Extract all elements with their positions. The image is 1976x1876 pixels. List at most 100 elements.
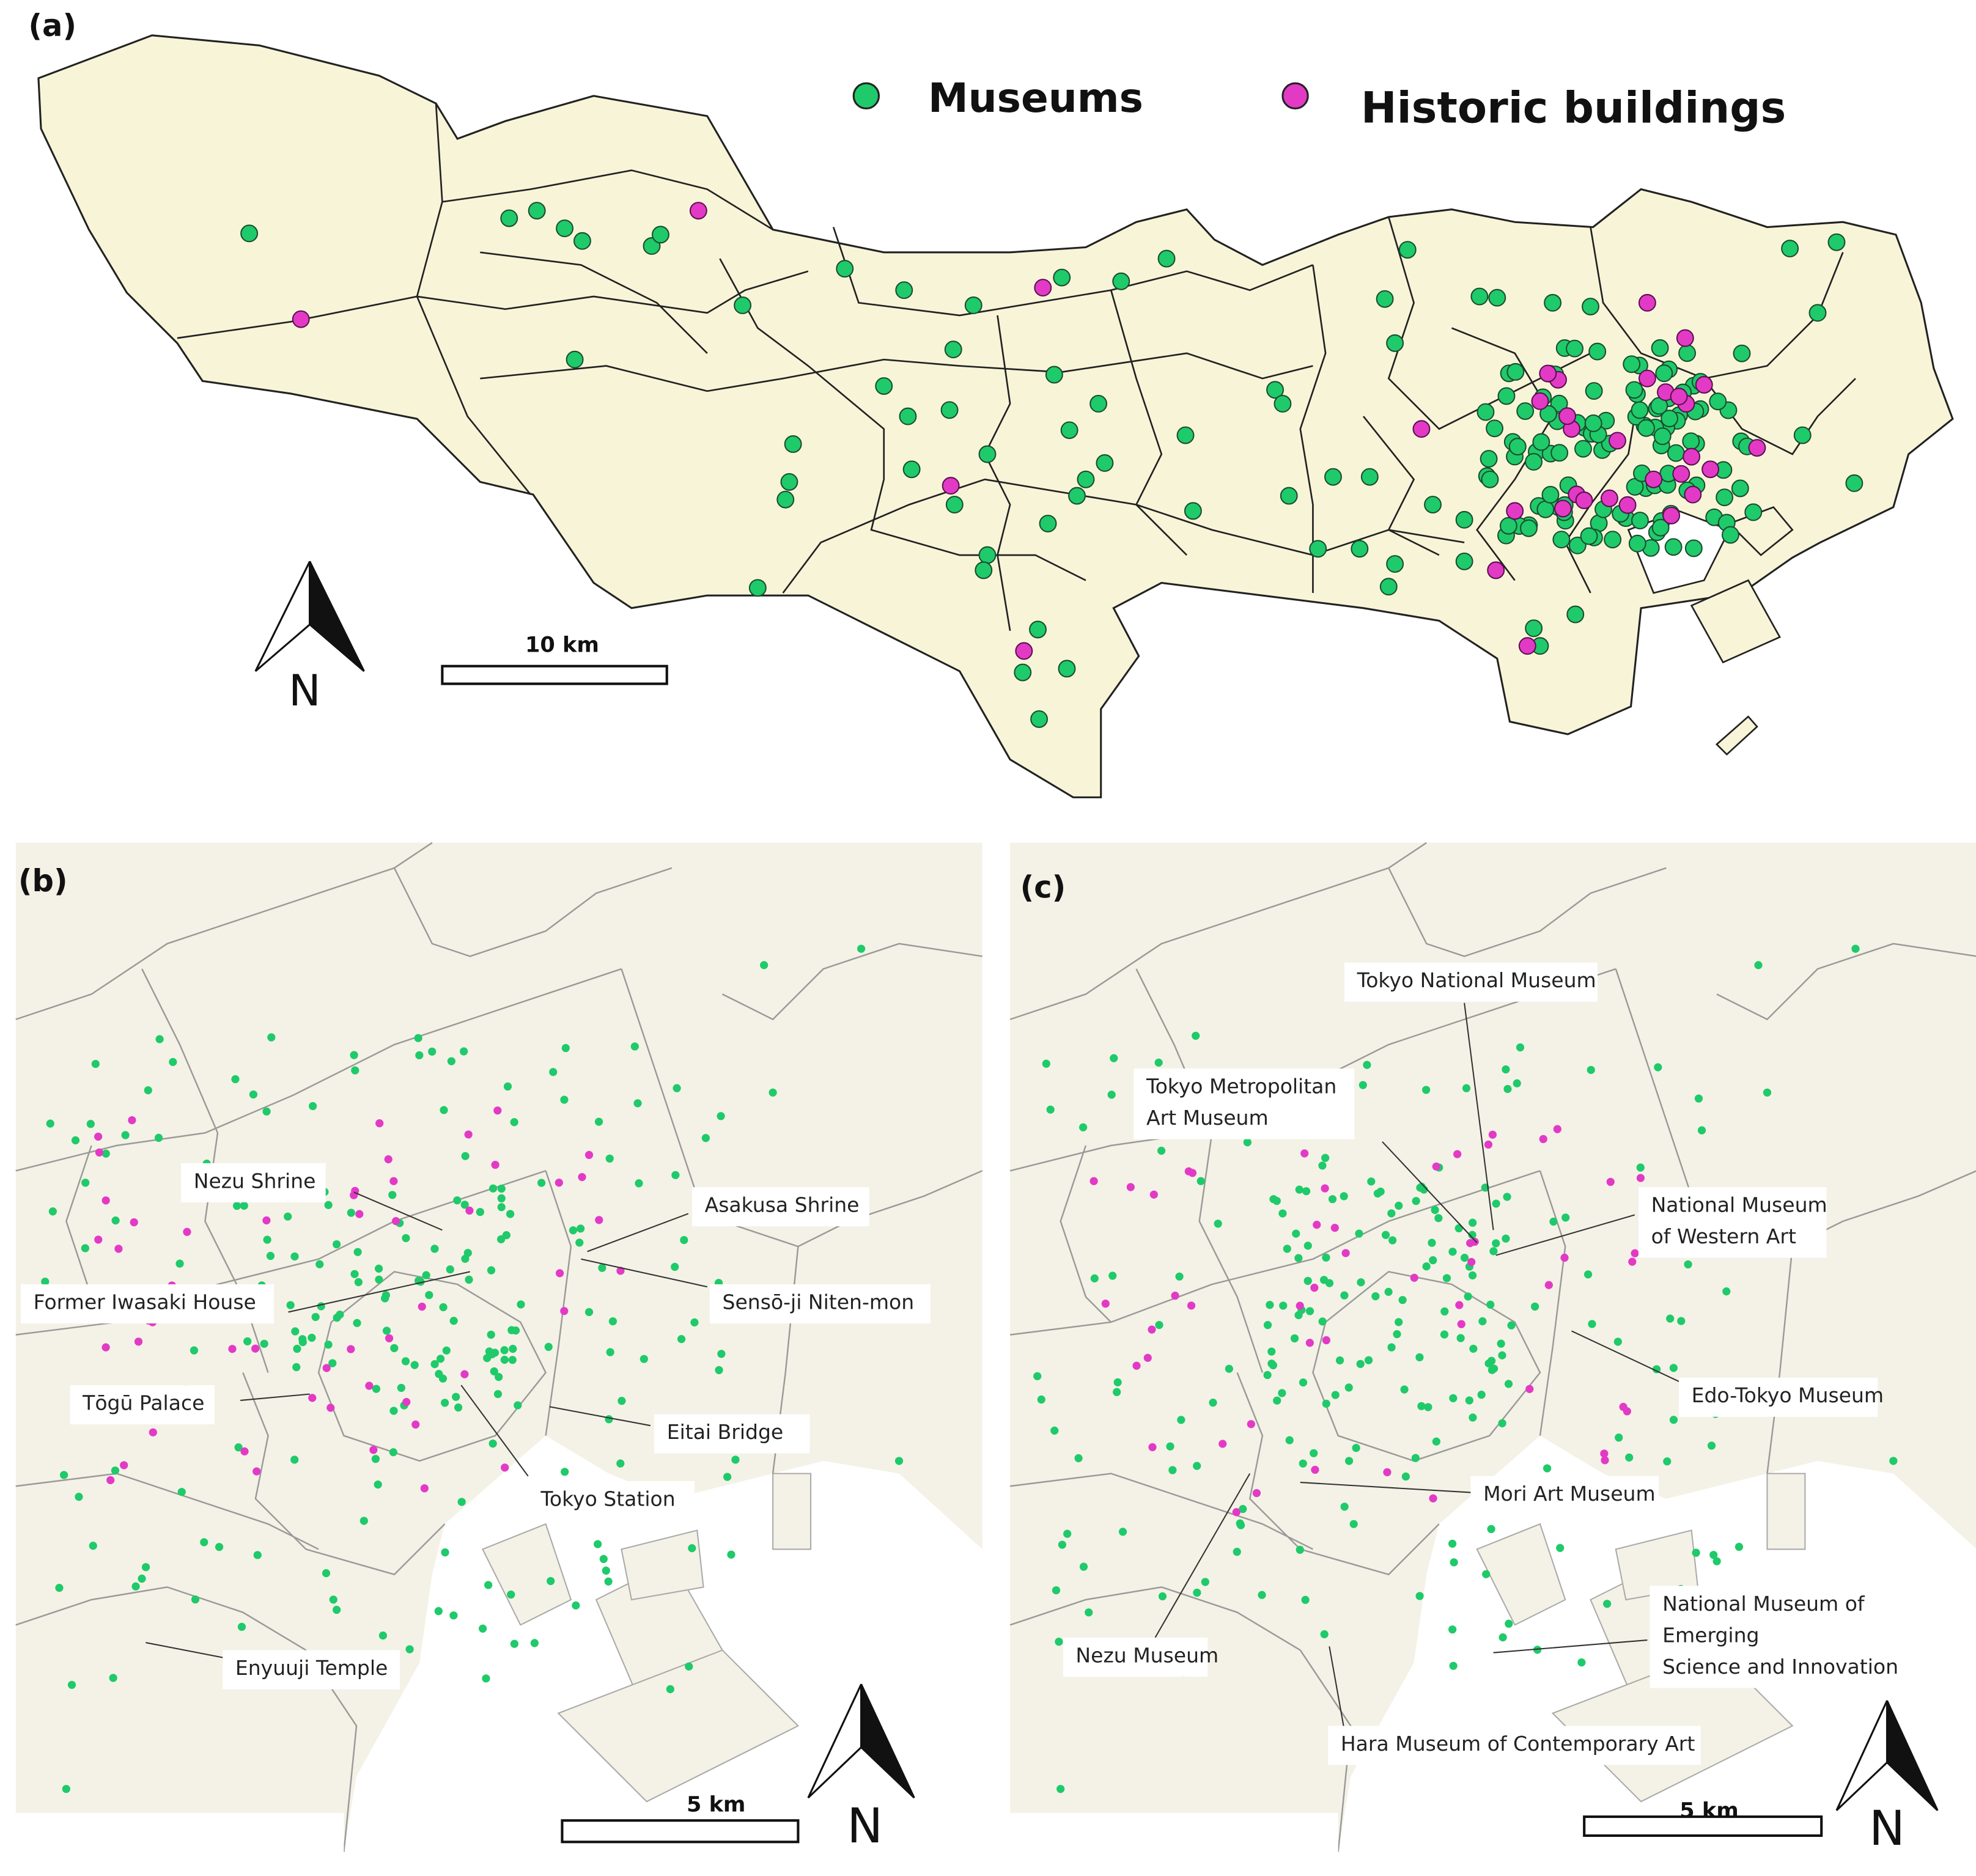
museum-point: [1469, 1344, 1478, 1353]
historic-point: [584, 1150, 594, 1160]
museum-point: [121, 1131, 130, 1139]
museum-point: [1469, 1218, 1477, 1227]
scale-bar: [441, 664, 668, 685]
leader-line: [1495, 1214, 1635, 1256]
place-label: National Museum of: [1662, 1592, 1865, 1616]
place-label: Emerging: [1662, 1623, 1759, 1647]
museum-point: [350, 1270, 359, 1278]
museum-point: [511, 1326, 520, 1335]
museum-point: [1014, 663, 1032, 682]
museum-point: [1707, 1441, 1716, 1450]
historic-point: [1313, 1221, 1321, 1229]
museum-point: [1476, 403, 1495, 421]
museum-point: [1424, 496, 1442, 514]
museum-point: [640, 1355, 648, 1363]
historic-point: [94, 1235, 103, 1244]
scale-bar: [1583, 1815, 1823, 1837]
museum-point: [497, 1203, 506, 1212]
historic-point: [1453, 1150, 1462, 1158]
museum-point: [81, 1179, 90, 1187]
museum-point: [175, 1259, 184, 1268]
museum-point: [240, 1201, 248, 1210]
museum-point: [1507, 1321, 1516, 1330]
museum-point: [1613, 1337, 1622, 1346]
museum-point: [1666, 1314, 1675, 1323]
place-label: Nezu Museum: [1075, 1643, 1218, 1667]
museum-point: [1384, 1287, 1393, 1296]
museum-point: [1480, 450, 1498, 468]
museum-point: [447, 1057, 455, 1065]
museum-point: [633, 1099, 642, 1108]
museum-point: [1735, 1542, 1744, 1551]
museum-point: [1239, 1505, 1247, 1514]
museum-point: [1318, 1317, 1327, 1326]
museum-point: [1321, 1153, 1330, 1162]
historic-point: [1412, 420, 1431, 438]
museum-point: [671, 1171, 680, 1179]
historic-point: [101, 1343, 110, 1352]
museum-point: [62, 1784, 70, 1793]
museum-point: [1269, 1195, 1278, 1204]
museum-point: [671, 1262, 679, 1271]
museum-point: [1033, 1372, 1042, 1380]
museum-point: [333, 1314, 341, 1322]
label-box: [1063, 1637, 1208, 1677]
museum-point: [1381, 1230, 1390, 1239]
museum-point: [1492, 1239, 1500, 1248]
place-label: Eitai Bridge: [667, 1420, 784, 1444]
museum-point: [1588, 1320, 1596, 1328]
museum-point: [1587, 1065, 1595, 1074]
historic-point: [1126, 1183, 1135, 1191]
museum-point: [1303, 1276, 1312, 1286]
museum-point: [1678, 344, 1697, 362]
historic-point: [1429, 1494, 1437, 1503]
museum-point: [353, 1248, 362, 1256]
place-label: Mori Art Museum: [1483, 1482, 1656, 1506]
historic-point: [391, 1217, 400, 1226]
museum-point: [978, 445, 997, 463]
historic-point: [365, 1381, 374, 1390]
museum-point: [606, 1348, 614, 1356]
place-label: Sensō-ji Niten-mon: [723, 1290, 915, 1314]
museum-point: [324, 1341, 333, 1349]
museum-point: [1448, 1248, 1457, 1256]
museum-point: [680, 1236, 688, 1245]
museum-point: [1324, 468, 1342, 486]
museum-point: [690, 1318, 699, 1326]
museum-point: [1029, 620, 1047, 639]
museum-point: [1488, 289, 1506, 307]
museum-point: [1731, 479, 1749, 498]
museum-point: [1386, 334, 1404, 352]
museum-point: [1077, 470, 1095, 488]
museum-point: [561, 1468, 569, 1476]
museum-point: [1074, 1454, 1083, 1463]
historic-point: [262, 1216, 271, 1225]
museum-point: [1583, 1270, 1593, 1279]
museum-point: [1299, 1378, 1308, 1387]
museum-point: [1266, 381, 1284, 399]
label-box: [70, 1385, 215, 1425]
museum-point: [1302, 1187, 1311, 1196]
museum-point: [1568, 536, 1587, 554]
museum-point: [374, 1480, 382, 1489]
label-box: [223, 1650, 400, 1690]
museum-point: [857, 944, 866, 953]
historic-point: [1015, 642, 1033, 660]
museum-point: [1299, 1459, 1307, 1468]
museum-point: [1039, 515, 1057, 532]
museum-point: [1278, 1389, 1286, 1397]
museum-point: [1716, 488, 1734, 507]
museum-point: [1176, 426, 1195, 444]
museum-point: [1422, 1086, 1431, 1094]
museum-point: [760, 961, 769, 969]
place-label: Enyuuji Temple: [235, 1656, 388, 1680]
museum-point: [359, 1517, 368, 1525]
museum-point: [390, 1344, 399, 1353]
panel-label: (a): [28, 8, 76, 43]
museum-point: [1110, 1054, 1118, 1062]
historic-point: [1601, 489, 1618, 507]
historic-point: [1601, 1456, 1609, 1465]
museum-point: [1432, 1437, 1440, 1446]
museum-point: [566, 350, 584, 369]
museum-point: [67, 1680, 76, 1689]
